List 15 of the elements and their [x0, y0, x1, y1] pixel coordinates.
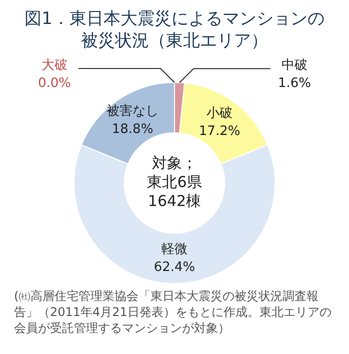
- text: 東北6県: [147, 172, 202, 191]
- category-label: 大破: [42, 58, 68, 73]
- data-label: 17.2%: [198, 124, 240, 139]
- chart-title: 図1．東日本大震災によるマンションの被災状況（東北エリア）: [24, 8, 324, 52]
- text: 1642棟: [148, 192, 202, 210]
- slice-label: 小破: [206, 106, 233, 121]
- text: (㈳高層住宅管理業協会「東日本大震災の被災状況調査報告」（2011年4月21日発表）をもとに作成。東北エリアの会員が受託管理するマンションが対象）: [13, 288, 332, 336]
- data-label: 62.4%: [154, 260, 196, 275]
- data-label: 18.8%: [112, 122, 154, 137]
- slice-label: 中破: [282, 58, 308, 73]
- data-label: 1.6%: [278, 76, 312, 91]
- slice-label: 軽微: [162, 242, 188, 257]
- text: 0.0%: [38, 76, 72, 91]
- text: 対象；: [152, 154, 197, 172]
- slice-label: 被害なし: [106, 102, 159, 119]
